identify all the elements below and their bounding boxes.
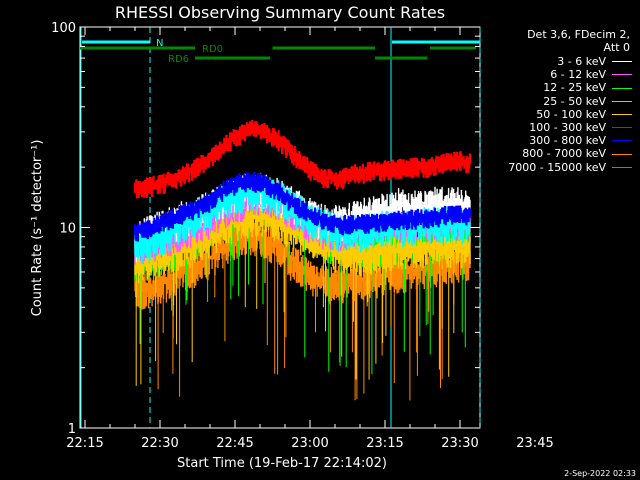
- legend-label: 3 - 6 keV: [557, 55, 606, 68]
- x-tick-label: 23:00: [291, 436, 328, 451]
- series-layer: [133, 119, 472, 401]
- legend-entry: 6 - 12 keV: [462, 68, 632, 81]
- series-spikes: [157, 240, 455, 401]
- legend-entry: 800 - 7000 keV: [462, 147, 632, 160]
- x-tick-label: 23:30: [441, 436, 478, 451]
- legend-swatch: [612, 61, 632, 63]
- legend-entry: 25 - 50 keV: [462, 95, 632, 108]
- y-axis-label: Count Rate (s⁻¹ detector⁻¹): [30, 140, 45, 317]
- legend-entry: 7000 - 15000 keV: [462, 161, 632, 174]
- legend-swatch: [612, 74, 632, 76]
- y-tick-label: 100: [51, 21, 76, 36]
- legend-entry: 12 - 25 keV: [462, 81, 632, 94]
- legend-header-line: Att 0: [603, 41, 630, 54]
- x-tick-label: 23:15: [366, 436, 403, 451]
- legend-header-line: Det 3,6, FDecim 2,: [527, 28, 630, 41]
- legend-swatch: [612, 113, 632, 115]
- legend-entry: 3 - 6 keV: [462, 55, 632, 68]
- legend-label: 6 - 12 keV: [550, 68, 606, 82]
- legend-swatch: [612, 127, 632, 129]
- x-tick-label: 22:45: [216, 436, 253, 451]
- x-tick-label: 22:30: [141, 436, 178, 451]
- series-trace: [133, 172, 472, 242]
- legend-swatch: [612, 166, 632, 168]
- legend-swatch: [612, 100, 632, 102]
- axis-layer: 22:15 22:30 22:45 23:00 23:15 23:30 23:45 1 10 10…: [51, 21, 554, 451]
- x-axis-label: Start Time (19-Feb-17 22:14:02): [177, 456, 387, 471]
- legend-entry: 100 - 300 keV: [462, 121, 632, 134]
- chart-title: RHESSI Observing Summary Count Rates: [115, 3, 445, 22]
- legend-entry: 50 - 100 keV: [462, 108, 632, 121]
- legend-label: 25 - 50 keV: [543, 94, 606, 108]
- series-6: [133, 172, 472, 242]
- legend-swatch: [612, 140, 632, 142]
- legend-header: Det 3,6, FDecim 2, Att 0: [480, 28, 630, 54]
- legend-swatch: [612, 153, 632, 155]
- legend: 3 - 6 keV 6 - 12 keV 12 - 25 keV 25 - 50 ke…: [462, 55, 632, 174]
- legend-entry: 300 - 800 keV: [462, 134, 632, 147]
- y-tick-label: 10: [59, 222, 76, 237]
- legend-label: 50 - 100 keV: [536, 107, 606, 121]
- series-spikes: [135, 216, 455, 386]
- y-tick-label: 1: [68, 422, 76, 437]
- legend-label: 7000 - 15000 keV: [508, 160, 606, 174]
- series-trace: [133, 119, 472, 199]
- timestamp: 2-Sep-2022 02:33: [564, 469, 636, 478]
- x-tick-label: 22:15: [66, 436, 103, 451]
- series-5: [133, 119, 472, 199]
- legend-label: 800 - 7000 keV: [522, 147, 606, 161]
- legend-swatch: [612, 87, 632, 89]
- legend-label: 300 - 800 keV: [529, 134, 606, 148]
- annotation-label: RD6: [168, 54, 189, 65]
- legend-label: 12 - 25 keV: [543, 81, 606, 95]
- x-tick-label: 23:45: [516, 436, 553, 451]
- annotation-label: RD0: [202, 44, 223, 55]
- annotation-label: N: [156, 38, 163, 49]
- legend-label: 100 - 300 keV: [529, 121, 606, 135]
